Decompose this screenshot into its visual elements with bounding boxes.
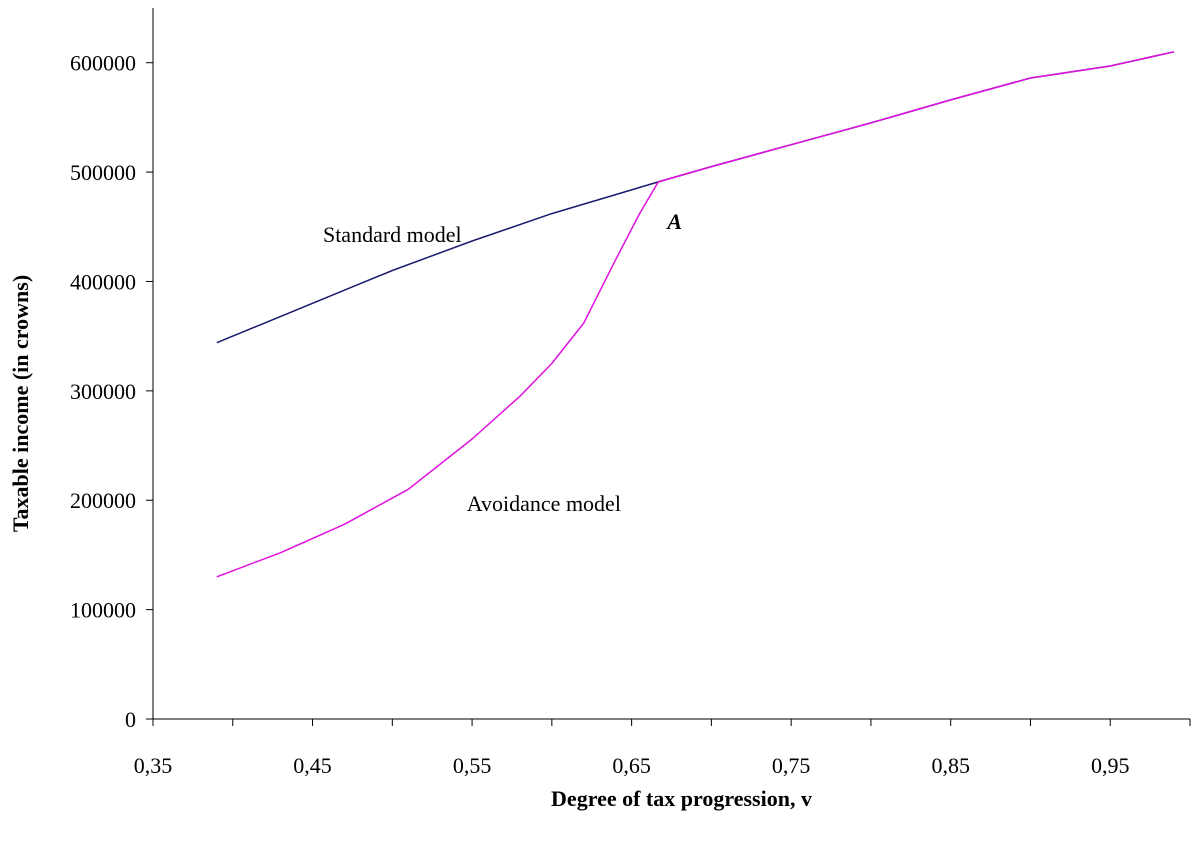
x-tick-label: 0,85 xyxy=(931,753,970,778)
axes xyxy=(152,8,1190,720)
y-tick-label: 200000 xyxy=(70,488,136,513)
x-axis-title: Degree of tax progression, v xyxy=(551,786,812,811)
y-tick-label: 600000 xyxy=(70,51,136,76)
x-tick-label: 0,65 xyxy=(612,753,651,778)
x-tick-label: 0,95 xyxy=(1091,753,1130,778)
x-tick-label: 0,75 xyxy=(772,753,811,778)
x-tick-label: 0,35 xyxy=(134,753,173,778)
y-tick-label: 500000 xyxy=(70,160,136,185)
y-axis-title: Taxable income (in crowns) xyxy=(8,275,33,532)
y-tick-label: 0 xyxy=(125,707,136,732)
annotation-point-a: A xyxy=(665,209,682,234)
x-tick-label: 0,55 xyxy=(453,753,492,778)
series-line-avoidance-model xyxy=(216,51,1175,578)
annotation-avoidance-model: Avoidance model xyxy=(467,491,621,516)
y-tick-label: 300000 xyxy=(70,379,136,404)
y-tick-label: 100000 xyxy=(70,598,136,623)
series-line-standard-model xyxy=(216,51,1175,344)
annotations: Standard model Avoidance model A xyxy=(323,209,682,516)
y-tick-label: 400000 xyxy=(70,269,136,294)
y-ticks: 0 100000 200000 300000 400000 500000 600000 xyxy=(70,51,153,732)
series-layer xyxy=(216,51,1175,578)
x-tick-label: 0,45 xyxy=(293,753,332,778)
x-ticks: 0,35 0,45 0,55 0,65 0,75 0,85 0,95 xyxy=(134,719,1191,778)
annotation-standard-model: Standard model xyxy=(323,222,462,247)
